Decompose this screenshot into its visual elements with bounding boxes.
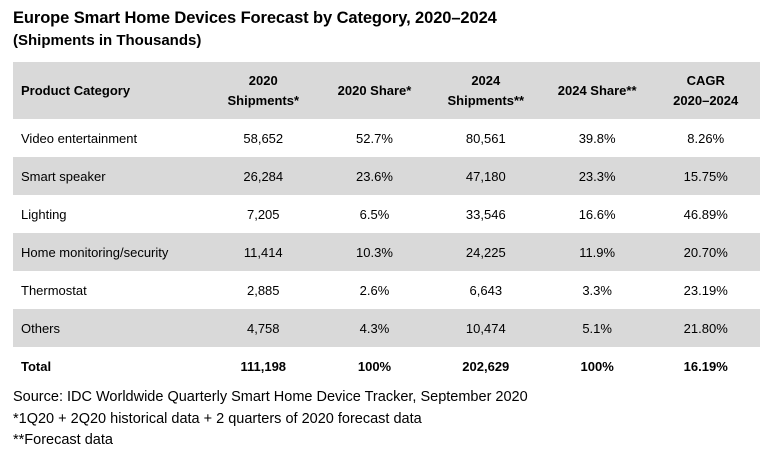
cell-category: Others [21,320,61,336]
cell-category: Lighting [21,206,67,222]
cell-shipments-2024: 202,629 [462,358,510,374]
cell-share-2020: 2.6% [359,282,390,298]
cell-shipments-2020: 2,885 [246,282,280,298]
header-label-line2: Shipments* [227,92,300,108]
cell-shipments-2024: 24,225 [465,244,506,260]
header-label: 2020 Share* [337,82,412,98]
cell-share-2024: 16.6% [578,206,616,222]
table-row: Home monitoring/security 11,414 10.3% 24… [13,233,760,271]
header-2024-share: 2024 Share** [543,62,652,119]
header-label: Product Category [21,82,131,98]
cell-cagr: 46.89% [683,206,728,222]
header-product-category: Product Category [13,62,206,119]
cell-share-2024: 39.8% [578,130,616,146]
cell-shipments-2024: 10,474 [465,320,506,336]
cell-cagr: 21.80% [683,320,728,336]
header-label-line2: Shipments** [447,92,525,108]
cell-shipments-2020: 111,198 [240,358,287,374]
cell-share-2020: 52.7% [356,130,393,146]
page-subtitle: (Shipments in Thousands) [13,32,202,49]
cell-share-2024: 23.3% [578,168,616,184]
cell-shipments-2020: 58,652 [243,130,284,146]
cell-cagr: 16.19% [683,358,728,374]
cell-category: Home monitoring/security [21,244,169,260]
header-label-line1: CAGR [686,72,725,88]
source-note: Source: IDC Worldwide Quarterly Smart Ho… [13,389,528,405]
cell-share-2020: 23.6% [356,168,393,184]
cell-share-2024: 5.1% [582,320,612,336]
table-row: Thermostat 2,885 2.6% 6,643 3.3% 23.19% [13,271,760,309]
cell-cagr: 23.19% [683,282,728,298]
header-label-line1: 2020 [248,72,278,88]
cell-shipments-2024: 80,561 [465,130,506,146]
cell-share-2024: 11.9% [579,244,616,260]
header-2024-shipments: 2024 Shipments** [429,62,543,119]
table-row: Smart speaker 26,284 23.6% 47,180 23.3% … [13,157,760,195]
table-row: Others 4,758 4.3% 10,474 5.1% 21.80% [13,309,760,347]
cell-shipments-2024: 47,180 [465,168,506,184]
cell-category: Thermostat [21,282,87,298]
cell-share-2020: 4.3% [359,320,390,336]
cell-cagr: 20.70% [683,244,728,260]
header-label-line2: 2020–2024 [673,92,739,108]
header-cagr: CAGR 2020–2024 [651,62,760,119]
footnotes: Source: IDC Worldwide Quarterly Smart Ho… [13,387,528,452]
cell-share-2024: 3.3% [582,282,612,298]
cell-share-2020: 10.3% [356,244,393,260]
table-body: Video entertainment 58,652 52.7% 80,561 … [13,119,760,385]
header-label-line1: 2024 [471,72,501,88]
cell-shipments-2024: 33,546 [465,206,506,222]
header-row: Product Category 2020 Shipments* 2020 Sha… [13,62,760,119]
cell-cagr: 15.75% [683,168,728,184]
header-label: 2024 Share** [557,82,637,98]
cell-share-2020: 100% [357,358,392,374]
forecast-table: Product Category 2020 Shipments* 2020 Sha… [13,62,760,385]
footnote-forecast: **Forecast data [13,432,113,448]
cell-category: Total [21,358,52,374]
header-2020-shipments: 2020 Shipments* [206,62,320,119]
cell-shipments-2024: 6,643 [469,282,503,298]
page-title: Europe Smart Home Devices Forecast by Ca… [13,9,497,27]
cell-category: Smart speaker [21,168,106,184]
cell-category: Video entertainment [21,130,138,146]
table-row: Lighting 7,205 6.5% 33,546 16.6% 46.89% [13,195,760,233]
table-row: Video entertainment 58,652 52.7% 80,561 … [13,119,760,157]
footnote-historical: *1Q20 + 2Q20 historical data + 2 quarter… [13,410,422,427]
cell-shipments-2020: 26,284 [243,168,284,184]
cell-shipments-2020: 7,205 [246,206,280,222]
cell-shipments-2020: 11,414 [243,244,283,260]
header-2020-share: 2020 Share* [320,62,428,119]
total-row: Total 111,198 100% 202,629 100% 16.19% [13,347,760,385]
table-header: Product Category 2020 Shipments* 2020 Sha… [13,62,760,119]
cell-shipments-2020: 4,758 [246,320,280,336]
cell-share-2024: 100% [580,358,614,374]
cell-cagr: 8.26% [687,130,725,146]
cell-share-2020: 6.5% [359,206,390,222]
